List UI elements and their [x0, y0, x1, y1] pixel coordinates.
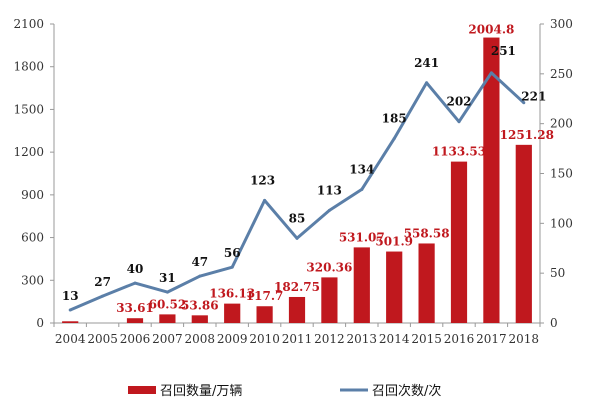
axes: 0 300 600 900 1200 1500 1800 2100 0 50 100 150 200 25…: [13, 17, 572, 346]
line-point: [101, 294, 105, 298]
line-point: [165, 290, 169, 294]
line-data-label: 185: [382, 112, 407, 126]
bar: [321, 277, 338, 323]
bar: [515, 144, 532, 323]
line-data-label: 251: [491, 44, 516, 58]
line-point: [198, 274, 202, 278]
legend-label-bar: 召回数量/万辆: [160, 384, 242, 399]
x-tick-label: 2014: [379, 332, 410, 346]
bar: [224, 303, 241, 323]
left-tick-label: 900: [21, 188, 44, 202]
bar-data-label: 136.13: [209, 287, 255, 301]
line-data-label: 85: [289, 211, 306, 225]
legend-label-line: 召回次数/次: [372, 383, 441, 399]
bar: [288, 296, 306, 323]
right-tick-label: 0: [550, 316, 558, 330]
bar: [256, 306, 273, 323]
line-point: [68, 308, 72, 312]
x-tick-label: 2004: [55, 332, 86, 346]
legend-swatch-bar: [128, 386, 156, 394]
bar-data-label: 60.52: [149, 297, 187, 311]
legend: 召回数量/万辆 召回次数/次: [128, 383, 441, 399]
right-tick-label: 150: [550, 167, 573, 181]
bar-data-label: 320.36: [306, 260, 352, 274]
x-tick-label: 2012: [314, 332, 345, 346]
line-point: [133, 281, 137, 285]
bar: [191, 315, 208, 323]
line-point: [327, 208, 331, 212]
bar-data-label: 1251.28: [500, 128, 554, 142]
line-data-label: 123: [250, 173, 275, 187]
x-tick-label: 2018: [509, 332, 540, 346]
x-tick-label: 2009: [217, 332, 248, 346]
x-tick-label: 2017: [476, 332, 507, 346]
left-tick-label: 2100: [13, 17, 44, 31]
bar-data-label: 53.86: [181, 298, 219, 312]
line-series: [68, 71, 526, 312]
line-point: [489, 71, 493, 75]
x-tick-label: 2008: [185, 332, 216, 346]
right-tick-label: 100: [550, 216, 573, 230]
bar-data-label: 182.75: [274, 280, 320, 294]
line-data-label: 47: [191, 255, 208, 269]
bar: [386, 251, 403, 323]
left-tick-label: 0: [36, 316, 44, 330]
bar-data-label: 2004.8: [468, 23, 514, 37]
line-point: [457, 120, 461, 124]
line-point: [263, 198, 267, 202]
left-tick-label: 300: [21, 273, 44, 287]
bar-data-label: 501.9: [375, 235, 413, 249]
bar-series: [62, 37, 532, 324]
bar: [62, 321, 79, 323]
line-point: [522, 101, 526, 105]
right-tick-label: 300: [550, 17, 573, 31]
line-data-label: 40: [127, 262, 144, 276]
line-point: [392, 137, 396, 141]
line-point: [360, 187, 364, 191]
bar: [483, 37, 500, 324]
line-data-label: 241: [414, 56, 439, 70]
line-point: [425, 81, 429, 85]
bar-data-label: 33.61: [116, 301, 154, 315]
line-point: [295, 236, 299, 240]
bar-data-label: 117.7: [246, 289, 284, 303]
bar-data-label: 558.58: [404, 226, 450, 240]
x-tick-label: 2005: [87, 332, 118, 346]
x-tick-label: 2011: [282, 332, 313, 346]
line-data-label: 134: [349, 162, 374, 176]
x-tick-label: 2006: [120, 332, 151, 346]
right-tick-label: 50: [550, 266, 565, 280]
line-data-label: 221: [521, 90, 546, 104]
bar-data-label: 1133.53: [432, 145, 486, 159]
line-data-label: 13: [62, 289, 79, 303]
line-data-label: 202: [446, 95, 471, 109]
line-point: [230, 265, 234, 269]
bar: [126, 318, 144, 323]
right-tick-label: 200: [550, 117, 573, 131]
bar: [450, 161, 468, 323]
bar-data-label: 531.07: [339, 230, 385, 244]
x-tick-label: 2016: [444, 332, 475, 346]
line-data-label: 56: [224, 246, 241, 260]
x-tick-label: 2013: [347, 332, 378, 346]
bar: [353, 247, 370, 323]
left-tick-label: 1200: [13, 145, 44, 159]
left-tick-label: 1500: [13, 102, 44, 116]
line-data-label: 27: [94, 275, 111, 289]
bar: [159, 314, 176, 323]
left-tick-label: 600: [21, 231, 44, 245]
x-tick-label: 2010: [249, 332, 280, 346]
bar: [418, 243, 435, 323]
x-tick-label: 2007: [152, 332, 183, 346]
line-data-label: 113: [317, 183, 342, 197]
left-tick-label: 1800: [13, 60, 44, 74]
line-data-label: 31: [159, 271, 176, 285]
x-tick-label: 2015: [411, 332, 442, 346]
right-tick-label: 250: [550, 67, 573, 81]
